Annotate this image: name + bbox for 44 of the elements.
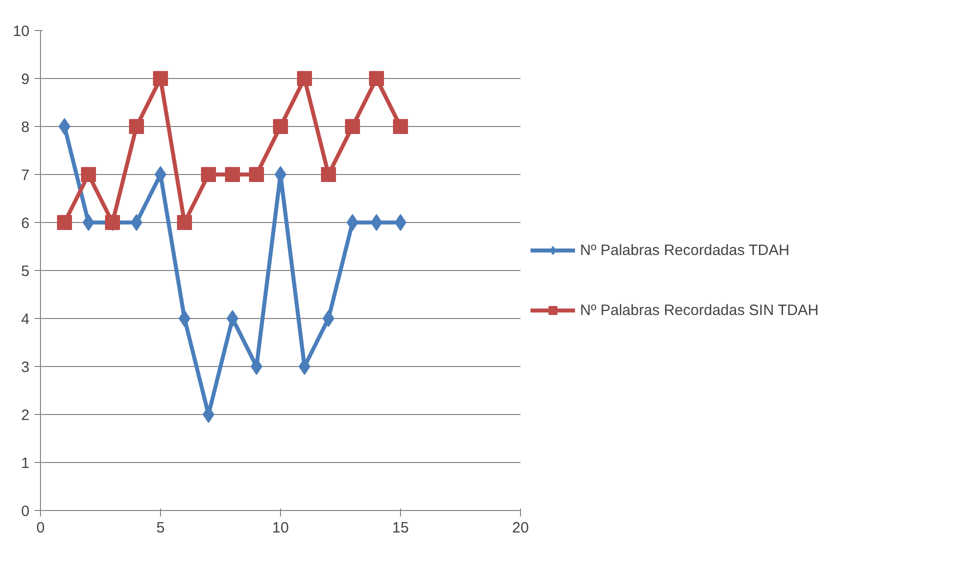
y-tick-label: 4 <box>21 311 30 328</box>
y-tick-label: 5 <box>21 263 30 280</box>
point <box>225 167 240 182</box>
point <box>154 166 166 183</box>
point <box>321 167 336 182</box>
point <box>201 167 216 182</box>
y-tick-label: 7 <box>21 167 30 184</box>
point <box>81 167 96 182</box>
point <box>393 119 408 134</box>
y-tick-label: 9 <box>21 71 30 88</box>
legend-label: Nº Palabras Recordadas TDAH <box>580 242 790 258</box>
x-tick-label: 15 <box>392 520 409 536</box>
point <box>370 214 382 231</box>
point <box>129 119 144 134</box>
point <box>369 71 384 86</box>
point <box>297 71 312 86</box>
y-tick-label: 10 <box>12 23 30 40</box>
point <box>250 358 262 375</box>
x-tick-label: 0 <box>36 520 45 536</box>
x-tick-label: 10 <box>272 520 289 536</box>
x-tick-label: 20 <box>512 520 529 536</box>
point <box>153 71 168 86</box>
point <box>249 167 264 182</box>
x-tick-label: 5 <box>156 520 165 536</box>
y-tick-label: 1 <box>21 455 30 472</box>
point <box>346 214 358 231</box>
point <box>130 214 142 231</box>
point <box>177 215 192 230</box>
point <box>273 119 288 134</box>
point <box>57 215 72 230</box>
point <box>178 310 190 327</box>
point <box>345 119 360 134</box>
y-tick-label: 2 <box>21 407 30 424</box>
y-tick-label: 3 <box>21 359 30 376</box>
legend-label: Nº Palabras Recordadas SIN TDAH <box>580 302 819 318</box>
point <box>298 358 310 375</box>
point <box>58 118 70 135</box>
point <box>322 310 334 327</box>
point <box>82 214 94 231</box>
y-tick-label: 8 <box>21 119 30 136</box>
point <box>226 310 238 327</box>
point <box>394 214 406 231</box>
y-tick-label: 0 <box>21 503 30 520</box>
y-tick-label: 6 <box>21 215 30 232</box>
